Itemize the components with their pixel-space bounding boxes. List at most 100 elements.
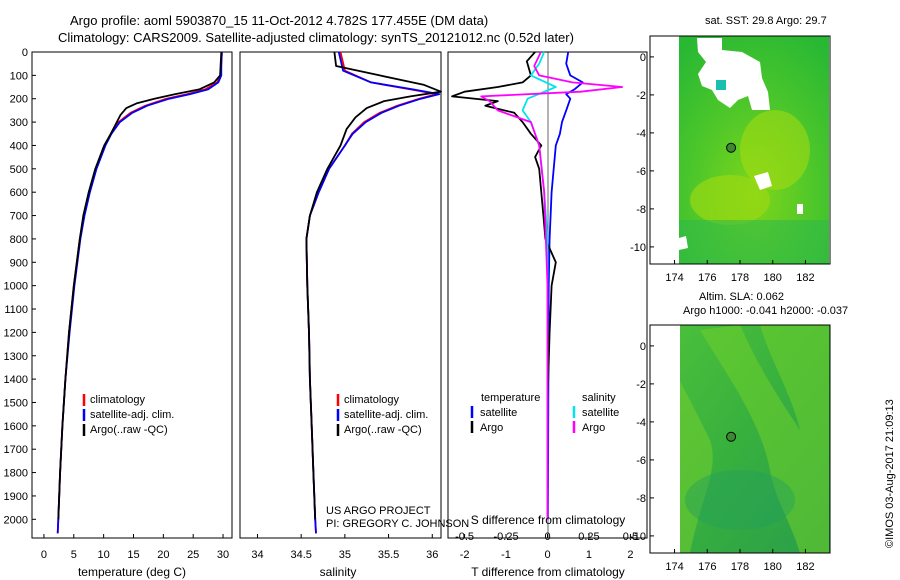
depth-tick-label: 1900 (4, 491, 28, 503)
difference-top-label: S difference from climatology (471, 513, 626, 527)
series-line (305, 51, 442, 520)
depth-tick-label: 1700 (4, 444, 28, 456)
x-tick-label: 34 (251, 549, 263, 561)
depth-tick-label: 1400 (4, 374, 28, 386)
x-tick-label: 1 (586, 549, 592, 561)
salinity-diff-tick-label: 0.5 (623, 531, 638, 543)
depth-tick-label: 300 (10, 117, 28, 129)
depth-tick-label: 1000 (4, 281, 28, 293)
series-line (305, 51, 438, 534)
map-lon-label: 182 (796, 272, 814, 284)
map-lat-label: -2 (636, 90, 646, 102)
series-line (305, 51, 441, 534)
depth-tick-label: 1800 (4, 468, 28, 480)
salinity-series (305, 51, 442, 534)
legend-s-satellite: satellite (582, 407, 619, 419)
series-line (480, 51, 623, 520)
x-tick-label: 0 (544, 549, 550, 561)
x-tick-label: -1 (501, 549, 511, 561)
depth-tick-label: 1200 (4, 327, 28, 339)
x-tick-label: 35.5 (378, 549, 399, 561)
depth-tick-label: 200 (10, 94, 28, 106)
map-lat-label: 0 (640, 341, 646, 353)
legend-t-argo: Argo (480, 422, 503, 434)
salinity-diff-tick-label: 0.25 (578, 531, 599, 543)
map-lon-label: 180 (764, 561, 782, 573)
salinity-panel-frame (239, 51, 442, 539)
temperature-legend: climatology satellite-adj. clim. Argo(..… (82, 394, 174, 436)
depth-tick-label: 500 (10, 164, 28, 176)
sla-map-axes: 174 176 178 180 182 0 -2 -4 -6 -8 -10 (630, 341, 815, 573)
map-lon-label: 178 (731, 561, 749, 573)
series-line (56, 51, 223, 534)
legend-temperature-title: temperature (481, 392, 540, 404)
x-tick-label: 2 (627, 549, 633, 561)
temperature-x-label: temperature (deg C) (78, 565, 186, 579)
series-line (57, 51, 223, 520)
depth-tick-label: 600 (10, 187, 28, 199)
depth-tick-label: 1300 (4, 351, 28, 363)
map-lon-label: 174 (665, 272, 683, 284)
map-lon-label: 174 (665, 561, 683, 573)
difference-x-label: T difference from climatology (471, 565, 625, 579)
sla-map-margin (650, 325, 680, 553)
sst-map-margin (650, 36, 679, 264)
depth-tick-label: 900 (10, 257, 28, 269)
x-tick-label: -2 (460, 549, 470, 561)
chart-title-line2: Climatology: CARS2009. Satellite-adjuste… (58, 30, 574, 45)
sla-high-band (700, 325, 829, 553)
difference-series (451, 51, 623, 520)
depth-tick-label: 700 (10, 211, 28, 223)
difference-legend: temperature salinity satellite Argo sate… (470, 392, 619, 434)
salinity-diff-tick-label: -0.25 (494, 531, 519, 543)
legend-t-satellite: satellite (480, 407, 517, 419)
pi-credit: PI: GREGORY C. JOHNSON (326, 518, 470, 530)
x-tick-label: 15 (127, 549, 139, 561)
sst-cool-band (679, 220, 829, 264)
depth-tick-label: 1500 (4, 397, 28, 409)
depth-axis: 0 100 200 300 400 500 600 700 800 900 1000 1100 1200… (4, 47, 36, 526)
sst-warm-patch (740, 110, 810, 190)
map-lat-label: -10 (630, 242, 646, 254)
temperature-x-axis: 0 5 10 15 20 25 30 (41, 534, 229, 561)
map-lat-label: -10 (630, 531, 646, 543)
depth-tick-label: 1100 (4, 304, 28, 316)
legend-salinity-title: salinity (582, 392, 616, 404)
map-lat-label: -8 (636, 493, 646, 505)
legend-satellite: satellite-adj. clim. (344, 409, 428, 421)
map-lat-label: -6 (636, 455, 646, 467)
x-tick-label: 20 (157, 549, 169, 561)
chart-title-line1: Argo profile: aoml 5903870_15 11-Oct-201… (70, 13, 489, 28)
sla-map: 174 176 178 180 182 0 -2 -4 -6 -8 -10 (630, 324, 831, 573)
sst-map-title: sat. SST: 29.8 Argo: 29.7 (705, 15, 827, 27)
map-lon-label: 176 (698, 561, 716, 573)
sst-map-axes: 174 176 178 180 182 0 -2 -4 -6 -8 -10 (630, 52, 815, 284)
x-tick-label: 34.5 (290, 549, 311, 561)
x-tick-label: 5 (71, 549, 77, 561)
depth-tick-label: 100 (10, 70, 28, 82)
sst-cloud-gap (797, 204, 803, 214)
salinity-diff-tick-label: -0.5 (455, 531, 474, 543)
sst-map: 174 176 178 180 182 0 -2 -4 -6 -8 -10 (630, 35, 831, 284)
temperature-series (56, 51, 223, 534)
map-lon-label: 182 (796, 561, 814, 573)
depth-tick-label: 800 (10, 234, 28, 246)
sla-map-title-1: Altim. SLA: 0.062 (699, 291, 784, 303)
legend-argo: Argo(..raw -QC) (344, 424, 422, 436)
depth-tick-label: 2000 (4, 514, 28, 526)
series-line (56, 51, 223, 534)
map-lon-label: 180 (764, 272, 782, 284)
map-lon-label: 178 (731, 272, 749, 284)
depth-tick-label: 400 (10, 140, 28, 152)
map-lat-label: -4 (636, 417, 646, 429)
sst-cloud-gap (679, 236, 688, 250)
depth-tick-label: 1600 (4, 421, 28, 433)
x-tick-label: 0 (41, 549, 47, 561)
series-line (451, 51, 557, 520)
salinity-x-label: salinity (320, 565, 357, 579)
map-lat-label: -6 (636, 166, 646, 178)
salinity-x-axis: 34 34.5 35 35.5 36 (251, 534, 438, 561)
legend-s-argo: Argo (582, 422, 605, 434)
sst-warm-patch (690, 175, 770, 225)
